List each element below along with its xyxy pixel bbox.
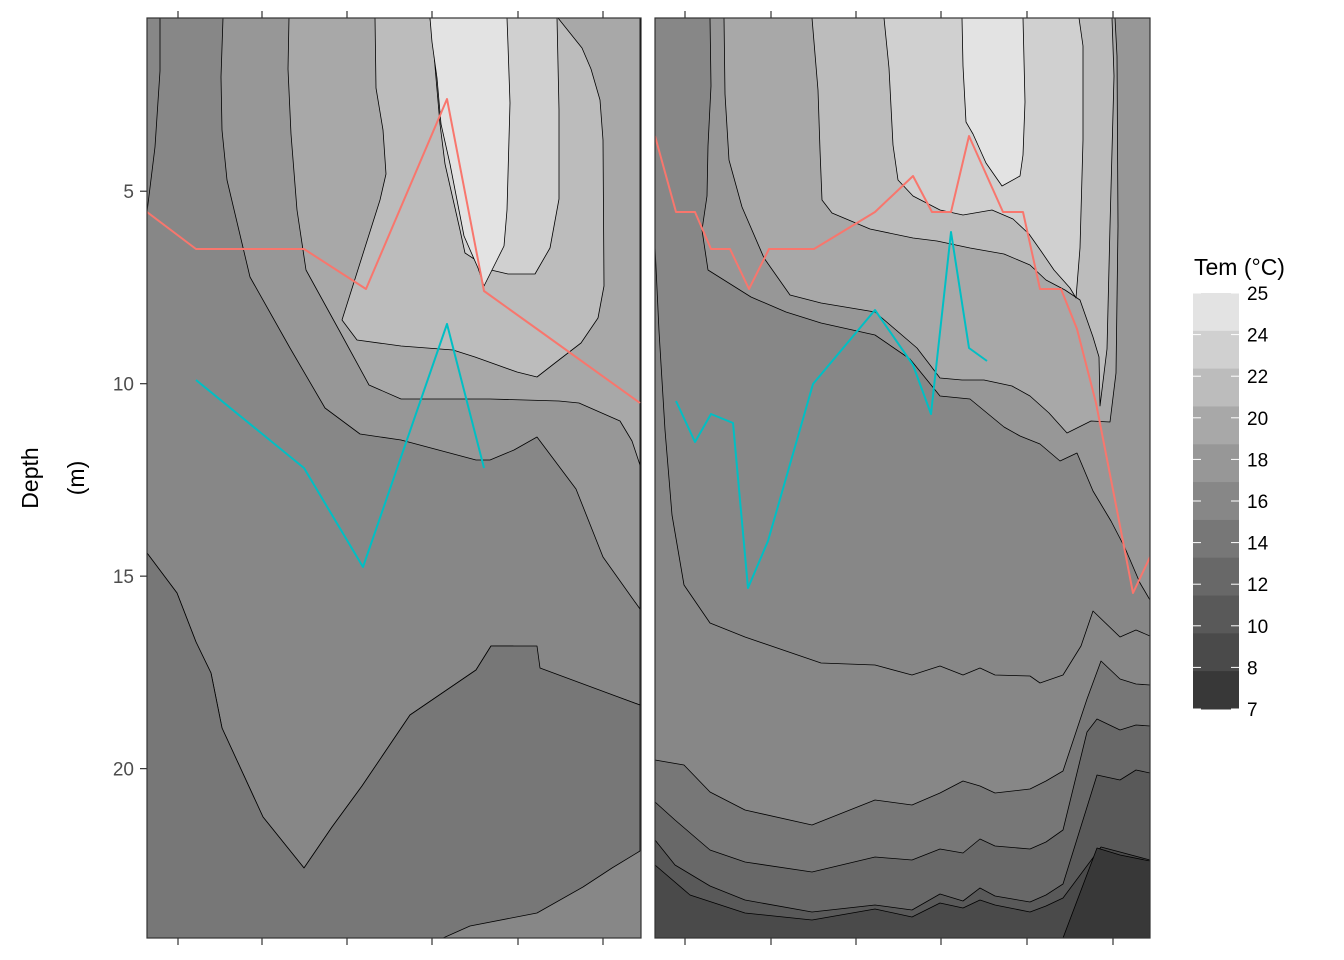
legend-label: 22	[1247, 367, 1268, 388]
x-axis-ticks	[177, 11, 1114, 945]
contour-band	[1062, 847, 1150, 938]
legend-swatch	[1193, 368, 1239, 407]
y-tick-label: 20	[113, 760, 134, 781]
legend-swatch	[1193, 671, 1239, 710]
legend-label: 25	[1247, 284, 1268, 305]
lower-line	[675, 231, 988, 589]
y-axis: 5 10 15 20	[113, 182, 147, 781]
panel-right-border	[654, 17, 1151, 939]
legend-swatch	[1193, 633, 1239, 672]
upper-line	[655, 135, 1150, 594]
legend-swatch	[1193, 330, 1239, 370]
contour-band	[147, 552, 641, 938]
y-tick-label: 15	[113, 567, 134, 588]
contour-band	[655, 846, 1150, 938]
legend-label: 8	[1247, 658, 1258, 679]
legend-label: 7	[1247, 700, 1258, 721]
legend-label: 24	[1247, 326, 1269, 347]
legend-label: 18	[1247, 450, 1268, 471]
legend-label: 12	[1247, 575, 1268, 596]
legend-label: 10	[1247, 617, 1268, 638]
legend-title: Tem (°C)	[1194, 254, 1285, 280]
panel-left-border	[146, 17, 642, 939]
contour-band	[961, 18, 1026, 187]
left-panel-contour-bands	[147, 18, 641, 938]
legend-swatch	[1193, 595, 1239, 634]
legend-label: 16	[1247, 492, 1268, 513]
y-tick-label: 10	[113, 375, 134, 396]
right-panel-lines	[655, 135, 1150, 594]
lower-line	[195, 323, 485, 568]
legend-swatch	[1193, 293, 1239, 332]
legend-swatch	[1193, 519, 1239, 559]
legend-swatch	[1193, 444, 1239, 483]
legend: 25 24 22 20 18 16 14 12 10 8 7	[1193, 284, 1269, 721]
left-panel-lines	[147, 98, 641, 568]
legend-swatch	[1193, 406, 1239, 445]
legend-label: 14	[1247, 534, 1269, 555]
y-axis-title-line2: (m)	[63, 461, 89, 495]
y-axis-title-line1: Depth	[17, 447, 43, 508]
upper-line	[147, 98, 641, 404]
legend-swatch	[1193, 557, 1239, 597]
legend-label: 20	[1247, 409, 1268, 430]
y-tick-label: 5	[123, 182, 134, 203]
contour-band	[655, 718, 1150, 938]
